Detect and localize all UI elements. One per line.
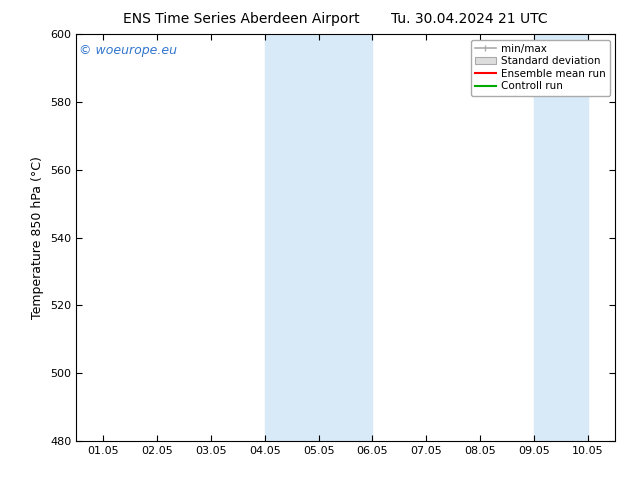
Text: Tu. 30.04.2024 21 UTC: Tu. 30.04.2024 21 UTC	[391, 12, 548, 26]
Y-axis label: Temperature 850 hPa (°C): Temperature 850 hPa (°C)	[32, 156, 44, 319]
Text: ENS Time Series Aberdeen Airport: ENS Time Series Aberdeen Airport	[122, 12, 359, 26]
Bar	[265, 34, 373, 441]
Text: © woeurope.eu: © woeurope.eu	[79, 45, 177, 57]
Legend: min/max, Standard deviation, Ensemble mean run, Controll run: min/max, Standard deviation, Ensemble me…	[470, 40, 610, 96]
Bar	[534, 34, 588, 441]
